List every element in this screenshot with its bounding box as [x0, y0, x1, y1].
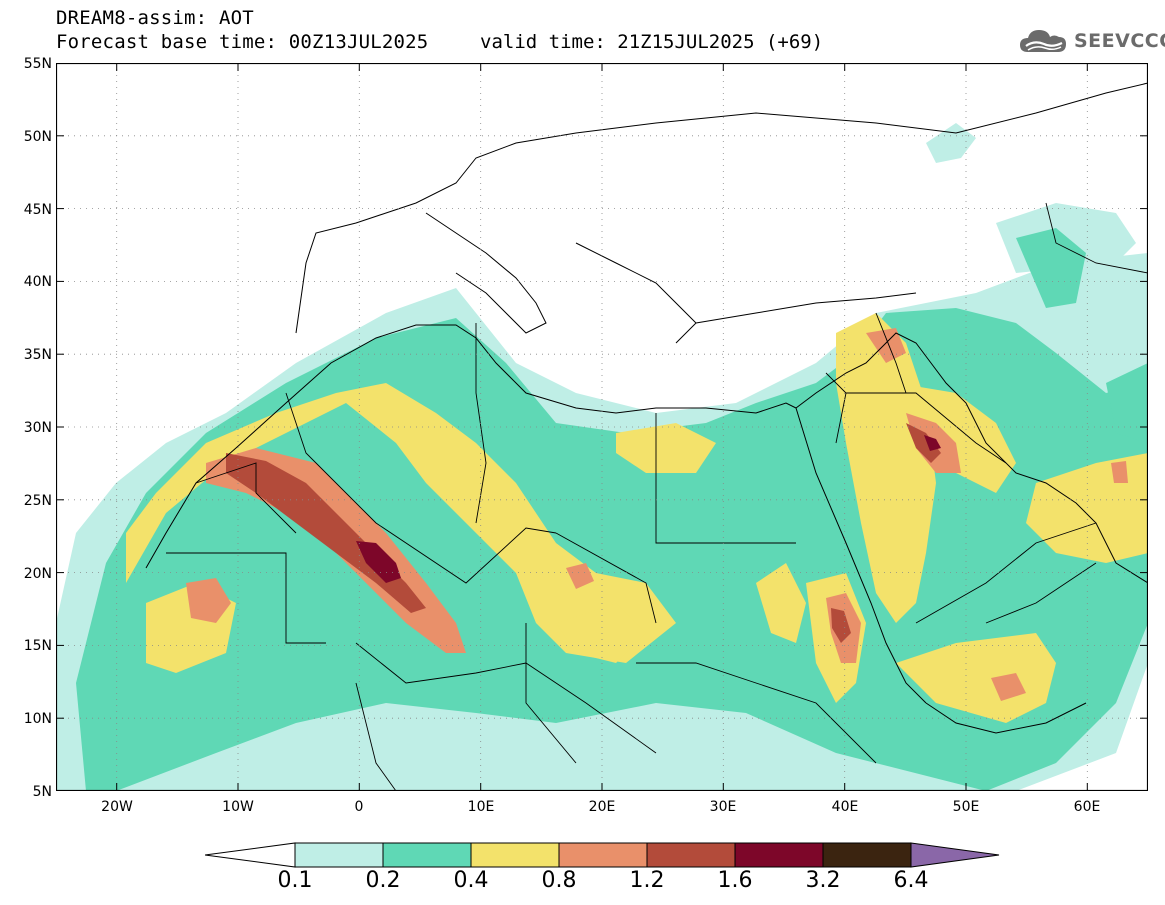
colorbar	[205, 842, 1000, 868]
colorbar-swatch	[558, 842, 648, 868]
lat-label: 40N	[23, 274, 52, 290]
lat-label: 25N	[23, 493, 52, 509]
colorbar-max-arrow	[910, 842, 1000, 868]
lon-label: 10E	[467, 799, 495, 815]
lat-label: 50N	[23, 129, 52, 145]
lon-label: 20W	[101, 799, 133, 815]
forecast-base-time: Forecast base time: 00Z13JUL2025	[56, 31, 429, 53]
aot-band-1.6	[356, 435, 941, 583]
lon-label: 50E	[952, 799, 980, 815]
cloud-icon	[1020, 30, 1066, 52]
lon-label: 20E	[588, 799, 616, 815]
logo-text: SEEVCCC	[1074, 30, 1165, 52]
lon-label: 40E	[831, 799, 859, 815]
lat-label: 30N	[23, 420, 52, 436]
colorbar-label: 0.8	[541, 868, 577, 893]
colorbar-min-arrow	[205, 842, 296, 868]
colorbar-swatch	[646, 842, 736, 868]
colorbar-swatch	[470, 842, 560, 868]
colorbar-swatch	[382, 842, 472, 868]
colorbar-swatch	[294, 842, 384, 868]
valid-time: valid time: 21Z15JUL2025 (+69)	[480, 31, 824, 53]
colorbar-label: 1.6	[717, 868, 753, 893]
gridlines	[56, 63, 1148, 791]
map-title: DREAM8-assim: AOT	[56, 7, 254, 29]
coastlines	[145, 82, 1148, 734]
lon-label: 0	[354, 799, 364, 815]
lat-label: 55N	[23, 56, 52, 72]
lat-label: 5N	[32, 784, 52, 800]
colorbar-label: 0.1	[277, 868, 313, 893]
lat-label: 10N	[23, 711, 52, 727]
lat-label: 35N	[23, 347, 52, 363]
colorbar-label: 6.4	[893, 868, 929, 893]
seevccc-logo: SEEVCCC	[1018, 26, 1165, 56]
lat-label: 20N	[23, 566, 52, 582]
axis-ticks	[56, 63, 1148, 791]
colorbar-label: 1.2	[629, 868, 665, 893]
lon-label: 10W	[222, 799, 254, 815]
lon-label: 60E	[1073, 799, 1101, 815]
colorbar-label: 3.2	[805, 868, 841, 893]
aot-map	[56, 63, 1148, 791]
colorbar-label: 0.4	[453, 868, 489, 893]
colorbar-swatch	[822, 842, 912, 868]
lon-label: 30E	[709, 799, 737, 815]
colorbar-swatch	[734, 842, 824, 868]
colorbar-label: 0.2	[365, 868, 401, 893]
country-borders	[166, 202, 1148, 791]
lat-label: 15N	[23, 638, 52, 654]
lat-label: 45N	[23, 202, 52, 218]
